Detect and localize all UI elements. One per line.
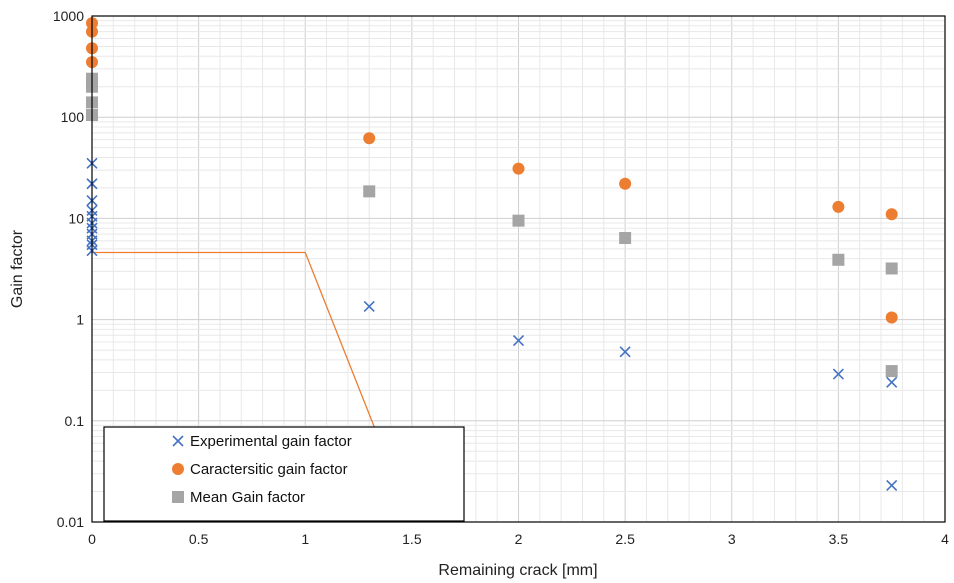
y-tick-label: 1000 — [53, 8, 84, 24]
data-point-0 — [512, 335, 525, 347]
data-point-2 — [619, 232, 632, 245]
data-point-0 — [886, 376, 898, 388]
data-point-2 — [512, 214, 525, 227]
legend-entry-label: Mean Gain factor — [190, 489, 305, 506]
legend-entry-label: Caractersitic gain factor — [190, 461, 348, 478]
data-point-0 — [832, 368, 844, 380]
marker-stroke — [172, 435, 184, 447]
legend-marker — [172, 491, 184, 503]
data-point-1 — [885, 311, 898, 324]
marker-stroke — [886, 479, 898, 491]
plot-area-border — [91, 15, 946, 523]
x-tick-label: 1.5 — [402, 531, 422, 547]
legend-marker — [172, 435, 184, 447]
grid — [91, 16, 946, 523]
data-point-0 — [619, 346, 631, 358]
marker-stroke — [363, 300, 375, 312]
marker-stroke — [832, 368, 844, 380]
y-axis-title: Gain factor — [9, 229, 26, 308]
x-tick-label: 0.5 — [189, 531, 209, 547]
x-tick-label: 4 — [941, 531, 949, 547]
y-tick-label: 0.01 — [57, 514, 84, 530]
x-tick-label: 2.5 — [615, 531, 635, 547]
x-axis-title: Remaining crack [mm] — [438, 562, 597, 579]
y-tick-label: 1 — [76, 312, 84, 328]
data-point-2 — [885, 262, 898, 275]
data-point-1 — [512, 162, 525, 175]
data-point-2 — [832, 253, 845, 266]
legend: Experimental gain factor Caractersitic ga… — [103, 426, 465, 522]
data-point-1 — [885, 208, 898, 221]
legend-box — [103, 426, 465, 522]
y-tick-label: 100 — [61, 109, 85, 125]
data-point-1 — [619, 177, 632, 190]
data-point-1 — [363, 132, 376, 145]
y-tick-label: 10 — [68, 210, 84, 226]
legend-marker — [172, 463, 184, 475]
legend-entry-label: Experimental gain factor — [190, 433, 352, 450]
x-tick-label: 1 — [301, 531, 309, 547]
marker-stroke — [512, 335, 525, 347]
tick-labels: 0 0.5 1 1.5 2 2.5 3 3.5 4 0.01 0.1 1 10 100 1000 — [53, 8, 949, 547]
data-point-0 — [886, 479, 898, 491]
x-tick-label: 2 — [515, 531, 523, 547]
x-tick-label: 0 — [88, 531, 96, 547]
x-tick-label: 3.5 — [829, 531, 849, 547]
marker-stroke — [619, 346, 631, 358]
x-tick-label: 3 — [728, 531, 736, 547]
data-point-2 — [885, 365, 898, 378]
marker-stroke — [886, 376, 898, 388]
data-point-1 — [832, 200, 845, 213]
data-point-2 — [363, 185, 376, 198]
y-tick-label: 0.1 — [65, 413, 85, 429]
data-point-0 — [363, 300, 375, 312]
